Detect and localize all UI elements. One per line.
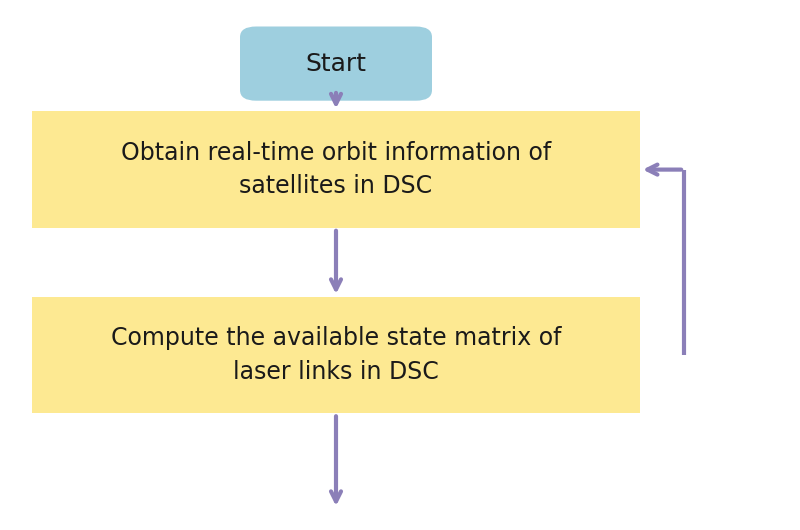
- Text: Compute the available state matrix of
laser links in DSC: Compute the available state matrix of la…: [110, 326, 562, 384]
- FancyBboxPatch shape: [32, 111, 640, 228]
- Text: Start: Start: [306, 51, 366, 76]
- FancyBboxPatch shape: [32, 297, 640, 413]
- FancyBboxPatch shape: [240, 26, 432, 101]
- Text: Obtain real-time orbit information of
satellites in DSC: Obtain real-time orbit information of sa…: [121, 141, 551, 198]
